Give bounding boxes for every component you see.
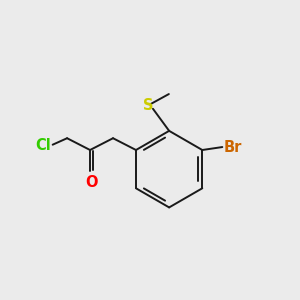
Text: O: O xyxy=(85,175,98,190)
Text: Br: Br xyxy=(224,140,242,154)
Text: S: S xyxy=(143,98,154,113)
Text: Cl: Cl xyxy=(35,138,51,153)
